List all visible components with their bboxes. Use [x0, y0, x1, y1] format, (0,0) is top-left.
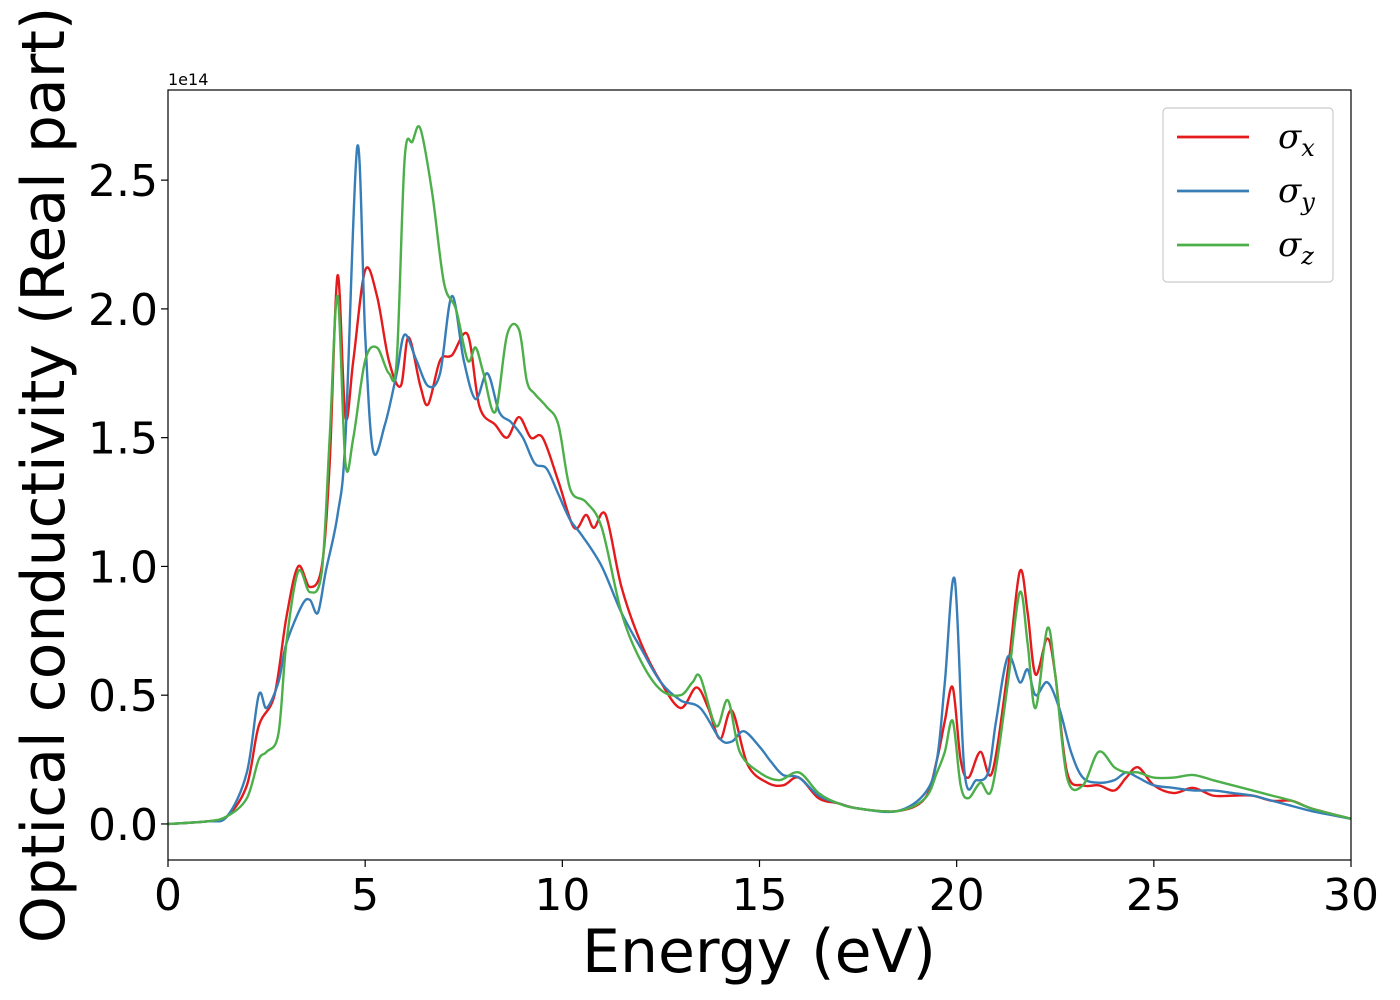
series-line-z [167, 125, 1352, 826]
legend: σx σy σz [1162, 107, 1334, 283]
y-axis-ticks: 0.0 0.5 1.0 1.5 2.0 2.5 [88, 156, 168, 851]
x-axis-title: Energy (eV) [582, 917, 936, 987]
x-tick-label: 25 [1126, 870, 1182, 921]
y-tick-label: 0.5 [88, 671, 158, 722]
x-tick-label: 15 [732, 870, 788, 921]
x-tick-label: 0 [154, 870, 182, 921]
y-tick-label: 2.5 [88, 156, 158, 207]
series-lines [167, 125, 1352, 826]
x-tick-label: 20 [929, 870, 985, 921]
legend-label-x: σx [1278, 117, 1315, 162]
y-tick-label: 0.0 [88, 800, 158, 851]
y-offset-label: 1e14 [168, 70, 208, 89]
series-line-y [167, 144, 1352, 826]
y-tick-label: 1.5 [88, 414, 158, 465]
x-tick-label: 30 [1323, 870, 1379, 921]
x-tick-label: 10 [534, 870, 590, 921]
legend-box [1162, 107, 1334, 283]
x-tick-label: 5 [351, 870, 379, 921]
y-axis-title: Optical conductivity (Real part) [9, 7, 79, 944]
legend-label-y: σy [1278, 171, 1315, 216]
x-axis-ticks: 0 5 10 15 20 25 30 [154, 860, 1379, 921]
y-tick-label: 2.0 [88, 285, 158, 336]
legend-label-z: σz [1278, 225, 1314, 270]
y-tick-label: 1.0 [88, 542, 158, 593]
